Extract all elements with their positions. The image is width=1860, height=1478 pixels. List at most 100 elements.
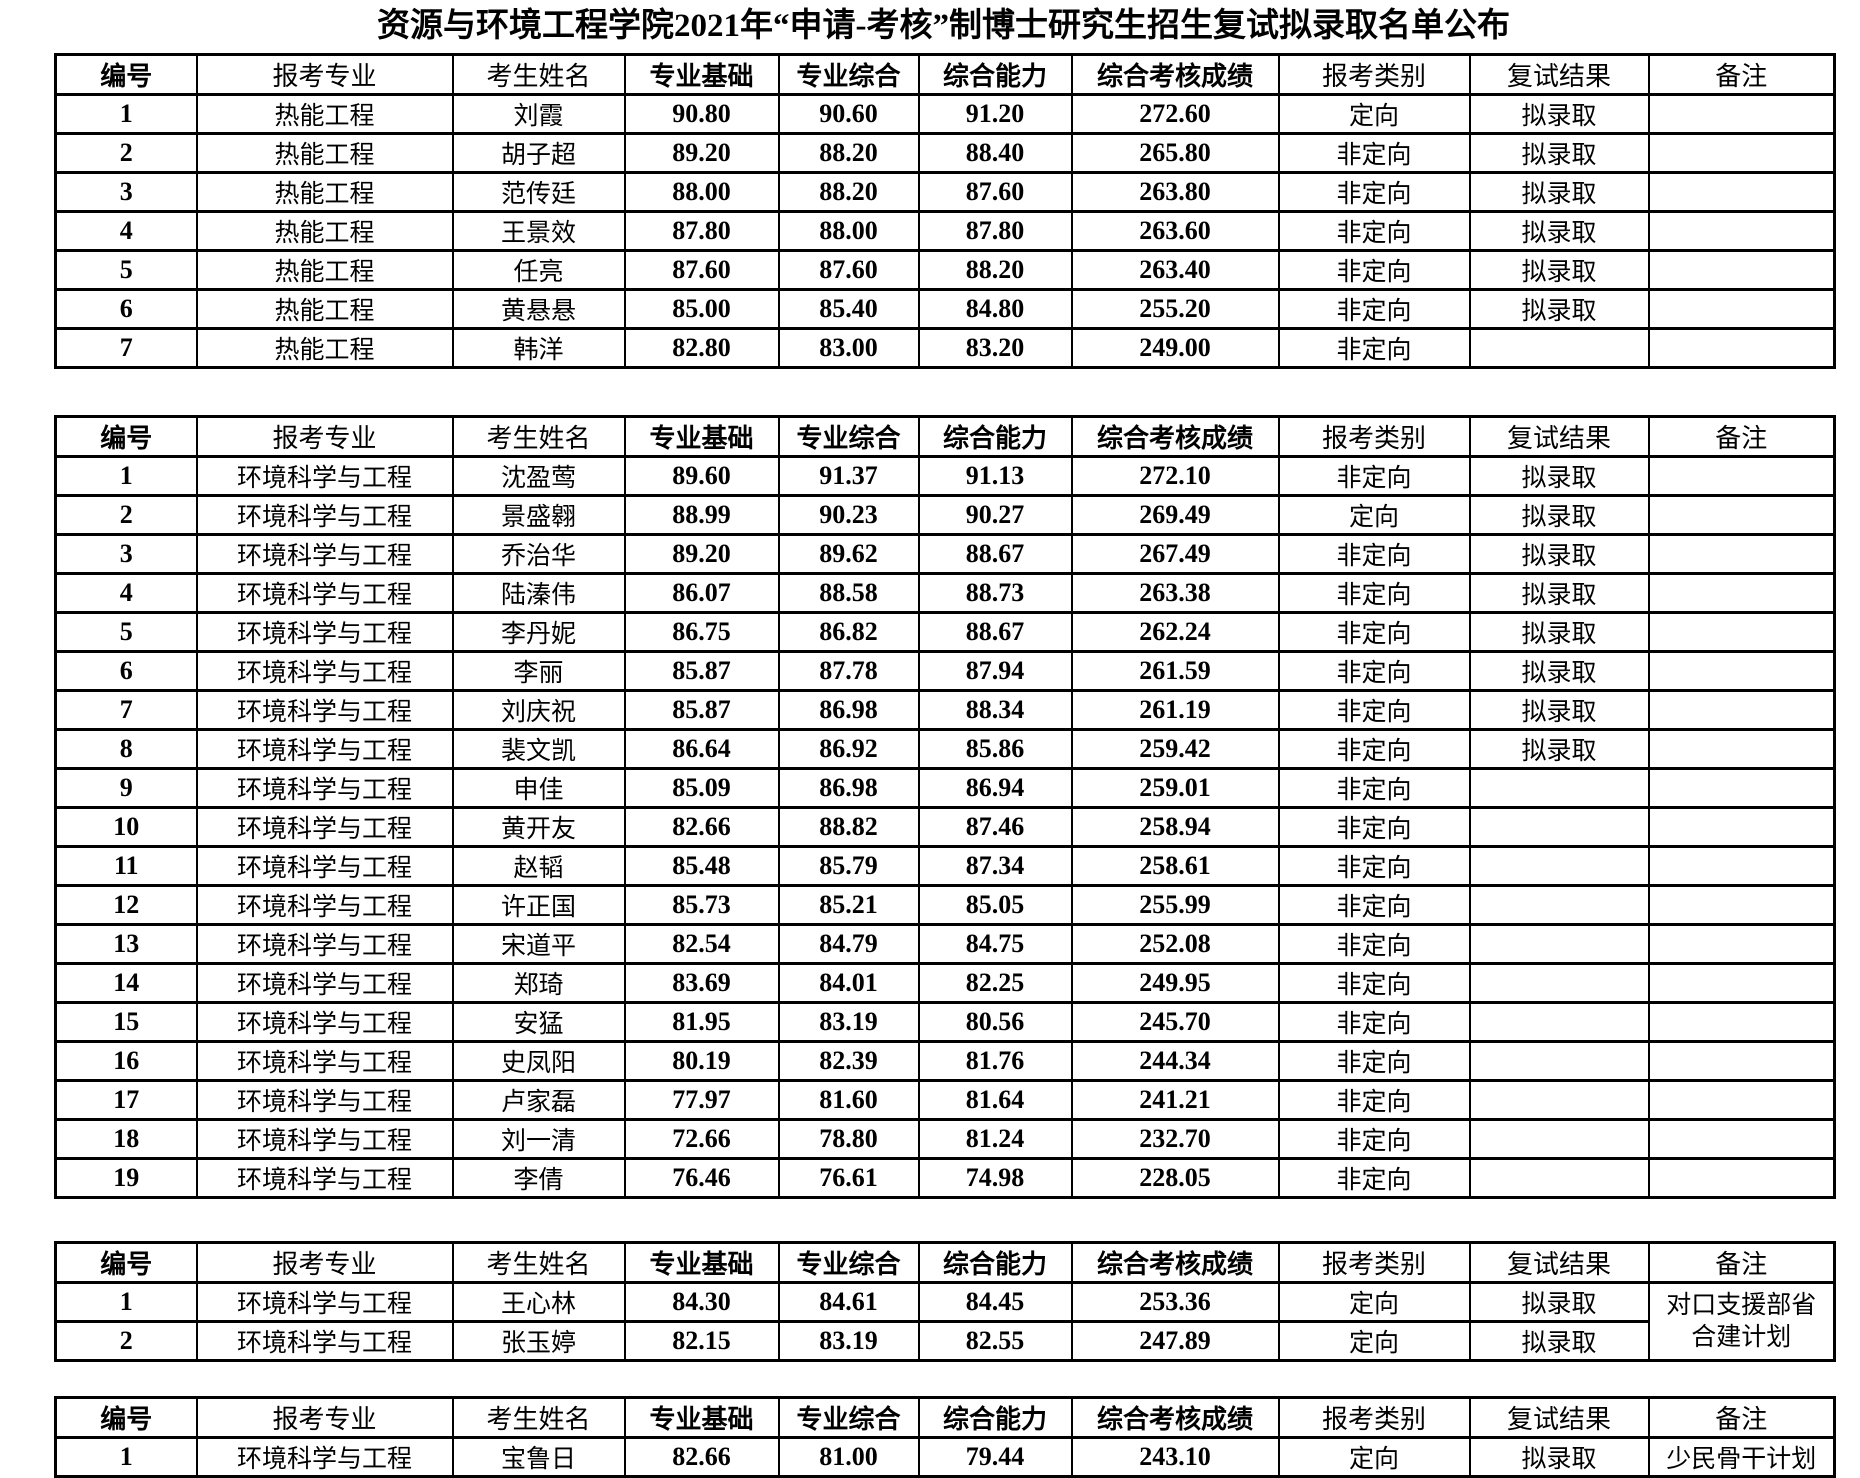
table-cell [1468, 1118, 1650, 1160]
table-cell: 81.76 [917, 1040, 1073, 1082]
table-cell: 82.66 [623, 1436, 780, 1478]
table-cell [1647, 533, 1836, 575]
table-cell: 261.59 [1070, 650, 1280, 692]
column-header: 综合考核成绩 [1070, 1396, 1280, 1439]
table-cell: 王心林 [451, 1281, 626, 1323]
admission-table-environmental-science: 编号 报考专业 考生姓名 专业基础 专业综合 综合能力 综合考核成绩 报考类别 复试结果 备注 1 环… [54, 415, 1836, 1199]
table-cell: 1 [54, 1281, 198, 1323]
admission-table-thermal-engineering: 编号 报考专业 考生姓名 专业基础 专业综合 综合能力 综合考核成绩 报考类别 复试结果 备注 1 热… [54, 53, 1836, 369]
table-cell: 263.38 [1070, 572, 1280, 614]
table-cell: 宋道平 [451, 923, 626, 965]
table-cell: 258.94 [1070, 806, 1280, 848]
table-cell [1468, 327, 1650, 369]
table-cell: 16 [54, 1040, 198, 1082]
header-row: 编号 报考专业 考生姓名 专业基础 专业综合 综合能力 综合考核成绩 报考类别 复试结果 备注 [54, 53, 1836, 96]
table-cell [1468, 767, 1650, 809]
table-cell: 申佳 [451, 767, 626, 809]
table-cell [1647, 93, 1836, 135]
table-cell: 拟录取 [1468, 132, 1650, 174]
table-cell: 82.80 [623, 327, 780, 369]
table-cell: 拟录取 [1468, 650, 1650, 692]
table-cell: 85.86 [917, 728, 1073, 770]
table-cell: 249.00 [1070, 327, 1280, 369]
admission-table-minority-backbone-program: 编号 报考专业 考生姓名 专业基础 专业综合 综合能力 综合考核成绩 报考类别 复试结果 备注 1 环… [54, 1396, 1836, 1478]
table-cell: 87.78 [777, 650, 920, 692]
table-cell: 87.34 [917, 845, 1073, 887]
table-cell: 非定向 [1277, 962, 1471, 1004]
table-cell: 272.10 [1070, 455, 1280, 497]
table-cell: 83.19 [777, 1001, 920, 1043]
table-row: 1 环境科学与工程 沈盈莺 89.60 91.37 91.13 272.10 非定向 拟录取 [54, 455, 1836, 497]
column-header: 专业综合 [777, 1396, 920, 1439]
table-cell: 88.20 [777, 132, 920, 174]
table-cell: 88.20 [917, 249, 1073, 291]
table-cell: 88.34 [917, 689, 1073, 731]
table-row: 1 环境科学与工程 宝鲁日 82.66 81.00 79.44 243.10 定向 拟录取 少民骨… [54, 1436, 1836, 1478]
table-cell: 环境科学与工程 [195, 533, 454, 575]
table-cell: 13 [54, 923, 198, 965]
table-cell [1468, 962, 1650, 1004]
table-cell: 赵韬 [451, 845, 626, 887]
table-cell: 263.80 [1070, 171, 1280, 213]
table-cell: 80.56 [917, 1001, 1073, 1043]
table-row: 4 环境科学与工程 陆溱伟 86.07 88.58 88.73 263.38 非定向 拟录取 [54, 572, 1836, 614]
column-header: 报考专业 [195, 53, 454, 96]
table-cell: 胡子超 [451, 132, 626, 174]
table-cell: 82.55 [917, 1320, 1073, 1362]
table-cell: 刘一清 [451, 1118, 626, 1160]
table-cell: 非定向 [1277, 1157, 1471, 1199]
table-cell: 李丹妮 [451, 611, 626, 653]
table-cell: 88.99 [623, 494, 780, 536]
column-header: 综合能力 [917, 1241, 1073, 1284]
column-header: 报考类别 [1277, 53, 1471, 96]
table-cell [1468, 1001, 1650, 1043]
table-cell: 78.80 [777, 1118, 920, 1160]
table-cell: 6 [54, 288, 198, 330]
table-cell: 1 [54, 93, 198, 135]
table-cell: 83.00 [777, 327, 920, 369]
table-cell: 90.23 [777, 494, 920, 536]
table-cell: 86.64 [623, 728, 780, 770]
table-cell: 263.60 [1070, 210, 1280, 252]
table-cell: 7 [54, 327, 198, 369]
table-cell: 定向 [1277, 1436, 1471, 1478]
table-cell: 263.40 [1070, 249, 1280, 291]
table-cell: 拟录取 [1468, 689, 1650, 731]
table-cell: 85.21 [777, 884, 920, 926]
table-cell: 非定向 [1277, 728, 1471, 770]
table-row: 17 环境科学与工程 卢家磊 77.97 81.60 81.64 241.21 非定向 [54, 1079, 1836, 1121]
table-cell: 定向 [1277, 93, 1471, 135]
table-cell: 8 [54, 728, 198, 770]
table-cell: 乔治华 [451, 533, 626, 575]
table-cell: 272.60 [1070, 93, 1280, 135]
table-cell: 环境科学与工程 [195, 845, 454, 887]
table-cell: 81.24 [917, 1118, 1073, 1160]
table-cell: 89.20 [623, 533, 780, 575]
table-cell: 81.95 [623, 1001, 780, 1043]
table-cell: 王景效 [451, 210, 626, 252]
table-row: 7 环境科学与工程 刘庆祝 85.87 86.98 88.34 261.19 非定向 拟录取 [54, 689, 1836, 731]
table-cell: 88.58 [777, 572, 920, 614]
table-cell: 84.61 [777, 1281, 920, 1323]
column-header: 编号 [54, 53, 198, 96]
table-cell [1647, 767, 1836, 809]
table-cell: 88.67 [917, 533, 1073, 575]
column-header: 报考类别 [1277, 1396, 1471, 1439]
table-row: 18 环境科学与工程 刘一清 72.66 78.80 81.24 232.70 非定向 [54, 1118, 1836, 1160]
table-cell: 88.67 [917, 611, 1073, 653]
table-cell: 拟录取 [1468, 171, 1650, 213]
table-cell: 85.09 [623, 767, 780, 809]
table-cell: 环境科学与工程 [195, 1320, 454, 1362]
table-cell: 非定向 [1277, 327, 1471, 369]
table-cell: 262.24 [1070, 611, 1280, 653]
column-header: 专业基础 [623, 53, 780, 96]
table-cell: 拟录取 [1468, 494, 1650, 536]
table-cell: 定向 [1277, 1281, 1471, 1323]
table-cell: 热能工程 [195, 210, 454, 252]
column-header: 综合考核成绩 [1070, 1241, 1280, 1284]
table-cell: 88.00 [777, 210, 920, 252]
table-cell: 10 [54, 806, 198, 848]
table-cell [1647, 249, 1836, 291]
table-cell: 范传廷 [451, 171, 626, 213]
table-cell: 张玉婷 [451, 1320, 626, 1362]
